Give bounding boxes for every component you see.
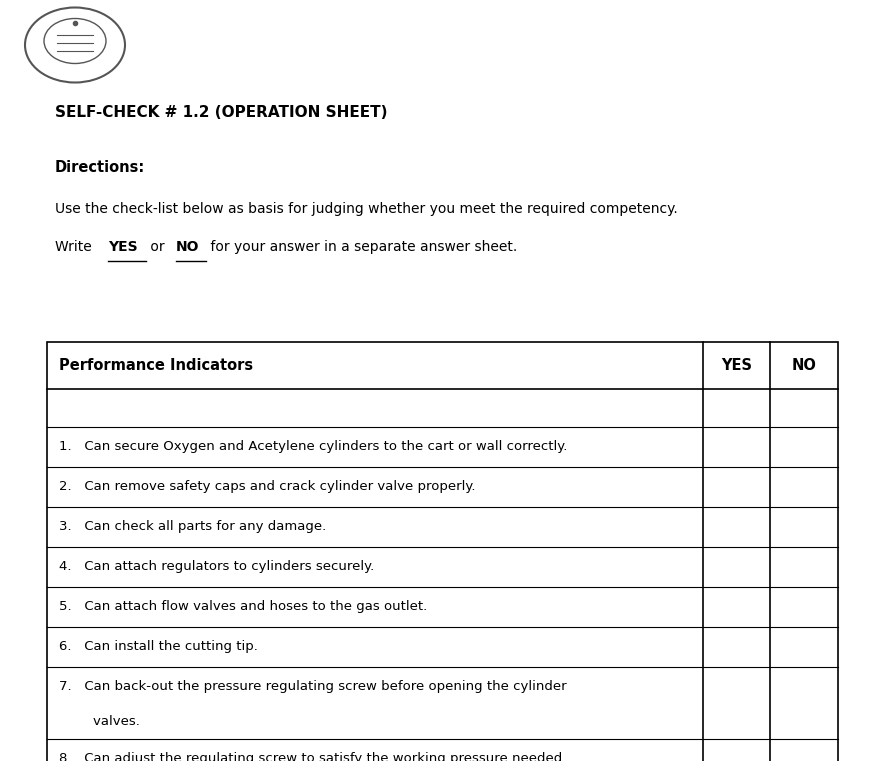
Text: Use the check-list below as basis for judging whether you meet the required comp: Use the check-list below as basis for ju… [55,202,678,216]
Text: Write: Write [55,240,96,254]
Text: 6.   Can install the cutting tip.: 6. Can install the cutting tip. [59,641,258,654]
Text: for your answer in a separate answer sheet.: for your answer in a separate answer she… [206,240,518,254]
Text: 1.   Can secure Oxygen and Acetylene cylinders to the cart or wall correctly.: 1. Can secure Oxygen and Acetylene cylin… [59,441,567,454]
Text: 3.   Can check all parts for any damage.: 3. Can check all parts for any damage. [59,521,326,533]
Text: 4.   Can attach regulators to cylinders securely.: 4. Can attach regulators to cylinders se… [59,561,375,574]
Text: Performance Indicators: Performance Indicators [59,358,253,373]
Text: YES: YES [108,240,137,254]
Text: 7.   Can back-out the pressure regulating screw before opening the cylinder: 7. Can back-out the pressure regulating … [59,680,567,693]
Text: NO: NO [792,358,817,373]
Bar [47,342,838,761]
Text: 2.   Can remove safety caps and crack cylinder valve properly.: 2. Can remove safety caps and crack cyli… [59,480,475,493]
Text: valves.: valves. [59,715,140,728]
Text: 8.   Can adjust the regulating screw to satisfy the working pressure needed.: 8. Can adjust the regulating screw to sa… [59,753,567,761]
Text: YES: YES [721,358,752,373]
Text: SELF-CHECK # 1.2 (OPERATION SHEET): SELF-CHECK # 1.2 (OPERATION SHEET) [55,105,388,120]
Text: 5.   Can attach flow valves and hoses to the gas outlet.: 5. Can attach flow valves and hoses to t… [59,600,428,613]
Text: NO: NO [176,240,200,254]
Text: or: or [146,240,169,254]
Text: Directions:: Directions: [55,160,145,175]
